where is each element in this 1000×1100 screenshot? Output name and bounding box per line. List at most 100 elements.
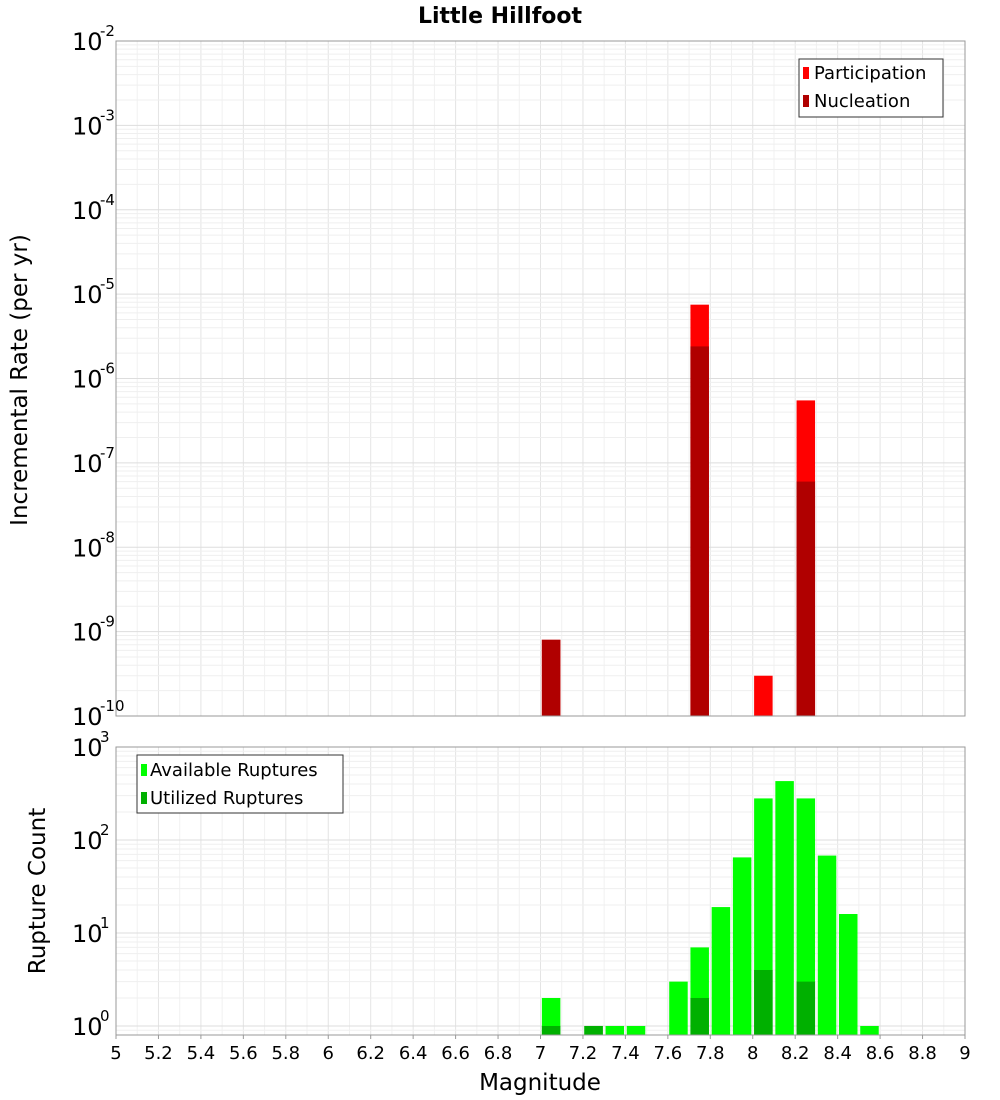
count-legend: Available Ruptures Utilized Ruptures <box>136 754 344 814</box>
bar-available-ruptures-7-85 <box>711 907 731 1035</box>
rate-plot-frame <box>115 40 966 717</box>
bar-nucleation-8-25 <box>796 481 816 716</box>
rate-y-axis-label: Incremental Rate (per yr) <box>7 234 33 526</box>
bar-utilized-ruptures-8-25 <box>796 981 816 1035</box>
bar-available-ruptures-8-35 <box>817 855 837 1035</box>
x-tick-label: 9 <box>959 1043 970 1064</box>
x-tick-label: 6.6 <box>441 1043 470 1064</box>
bar-available-ruptures-7-65 <box>669 981 688 1035</box>
count-y-axis-label: Rupture Count <box>25 808 51 974</box>
count-y-tick-label: 103 <box>72 728 110 762</box>
x-tick-label: 7 <box>535 1043 546 1064</box>
rate-y-tick-exponent: -7 <box>100 444 115 462</box>
bar-available-ruptures-7-05 <box>541 997 561 1035</box>
legend-swatch-utilized-ruptures <box>141 792 147 804</box>
count-y-tick-base: 10 <box>72 920 103 948</box>
x-axis-label: Magnitude <box>479 1070 601 1096</box>
rate-y-tick-exponent: -6 <box>100 360 115 378</box>
rate-y-tick-exponent: -5 <box>100 275 115 293</box>
legend-label-nucleation: Nucleation <box>814 91 910 112</box>
rate-y-tick-base: 10 <box>72 112 103 140</box>
count-y-tick-label: 102 <box>72 821 110 855</box>
bar-participation-8-05 <box>754 675 773 716</box>
rate-y-tick-label: 10-6 <box>72 360 115 394</box>
x-tick-label: 7.8 <box>696 1043 725 1064</box>
bar-available-ruptures-7-35 <box>605 1025 625 1035</box>
rate-legend: Participation Nucleation <box>798 58 944 118</box>
count-y-tick-label: 100 <box>72 1007 110 1041</box>
count-y-tick-base: 10 <box>72 734 103 762</box>
rate-bars <box>541 304 816 716</box>
x-tick-label: 6.2 <box>356 1043 385 1064</box>
x-tick-label: 7.6 <box>654 1043 683 1064</box>
x-tick-label: 8.8 <box>908 1043 937 1064</box>
legend-swatch-available-ruptures <box>141 764 147 776</box>
legend-label-available-ruptures: Available Ruptures <box>150 760 318 781</box>
x-ticks: 5 5.2 5.4 5.6 5.8 6 6.2 6.4 6.6 6.8 7 7.2 7.4 7.6 7.8 8… <box>110 1035 971 1064</box>
rate-y-tick-label: 10-10 <box>72 697 125 731</box>
rate-y-tick-base: 10 <box>72 197 103 225</box>
rate-y-tick-base: 10 <box>72 703 103 731</box>
rate-y-tick-base: 10 <box>72 281 103 309</box>
bar-utilized-ruptures-7-75 <box>690 997 709 1035</box>
count-y-tick-exponent: 1 <box>100 914 110 932</box>
x-tick-label: 5.8 <box>271 1043 300 1064</box>
bar-available-ruptures-7-45 <box>626 1025 646 1035</box>
rate-y-tick-label: 10-4 <box>72 191 115 225</box>
x-tick-label: 8.6 <box>866 1043 895 1064</box>
bar-available-ruptures-7-95 <box>732 857 752 1035</box>
bar-utilized-ruptures-8-05 <box>754 969 773 1035</box>
rate-y-tick-exponent: -2 <box>100 22 115 40</box>
rate-y-tick-base: 10 <box>72 450 103 478</box>
chart-title: Little Hillfoot <box>418 4 583 29</box>
bar-available-ruptures-8-55 <box>860 1025 879 1035</box>
count-y-tick-base: 10 <box>72 827 103 855</box>
rate-y-tick-base: 10 <box>72 619 103 647</box>
rate-y-tick-label: 10-3 <box>72 106 115 140</box>
count-y-tick-exponent: 2 <box>100 821 110 839</box>
x-tick-label: 8.4 <box>823 1043 852 1064</box>
bar-nucleation-7-75 <box>690 346 709 716</box>
rate-y-tick-exponent: -4 <box>100 191 115 209</box>
bar-available-ruptures-8-45 <box>839 914 858 1035</box>
bar-available-ruptures-8-15 <box>775 781 794 1035</box>
x-tick-label: 5 <box>110 1043 121 1064</box>
rate-y-tick-exponent: -9 <box>100 613 115 631</box>
rate-grid <box>115 40 966 717</box>
rate-y-tick-label: 10-8 <box>72 528 115 562</box>
x-tick-label: 7.4 <box>611 1043 640 1064</box>
x-tick-label: 6.8 <box>484 1043 513 1064</box>
x-tick-label: 5.2 <box>144 1043 173 1064</box>
count-y-tick-exponent: 0 <box>100 1007 110 1025</box>
bar-nucleation-7-05 <box>541 639 561 716</box>
rate-y-tick-exponent: -3 <box>100 106 115 124</box>
count-legend-box <box>136 754 344 814</box>
rate-y-tick-label: 10-2 <box>72 22 115 56</box>
x-tick-label: 5.4 <box>187 1043 216 1064</box>
rate-y-tick-label: 10-5 <box>72 275 115 309</box>
rate-y-tick-exponent: -10 <box>100 697 125 715</box>
rate-y-tick-exponent: -8 <box>100 528 115 546</box>
x-tick-label: 6 <box>323 1043 334 1064</box>
x-tick-label: 5.6 <box>229 1043 258 1064</box>
legend-swatch-participation <box>803 67 809 79</box>
bar-utilized-ruptures-7-25 <box>584 1025 603 1035</box>
count-y-tick-base: 10 <box>72 1013 103 1041</box>
x-tick-label: 7.2 <box>569 1043 598 1064</box>
legend-label-participation: Participation <box>814 63 926 84</box>
rate-y-tick-label: 10-7 <box>72 444 115 478</box>
count-bars <box>541 781 879 1035</box>
bar-available-ruptures-8-25 <box>796 798 816 1035</box>
rate-y-tick-base: 10 <box>72 534 103 562</box>
rate-y-tick-base: 10 <box>72 28 103 56</box>
rate-legend-box <box>798 58 944 118</box>
x-tick-label: 8 <box>747 1043 758 1064</box>
count-y-tick-exponent: 3 <box>100 728 110 746</box>
count-y-tick-label: 101 <box>72 914 110 948</box>
legend-label-utilized-ruptures: Utilized Ruptures <box>150 788 303 809</box>
